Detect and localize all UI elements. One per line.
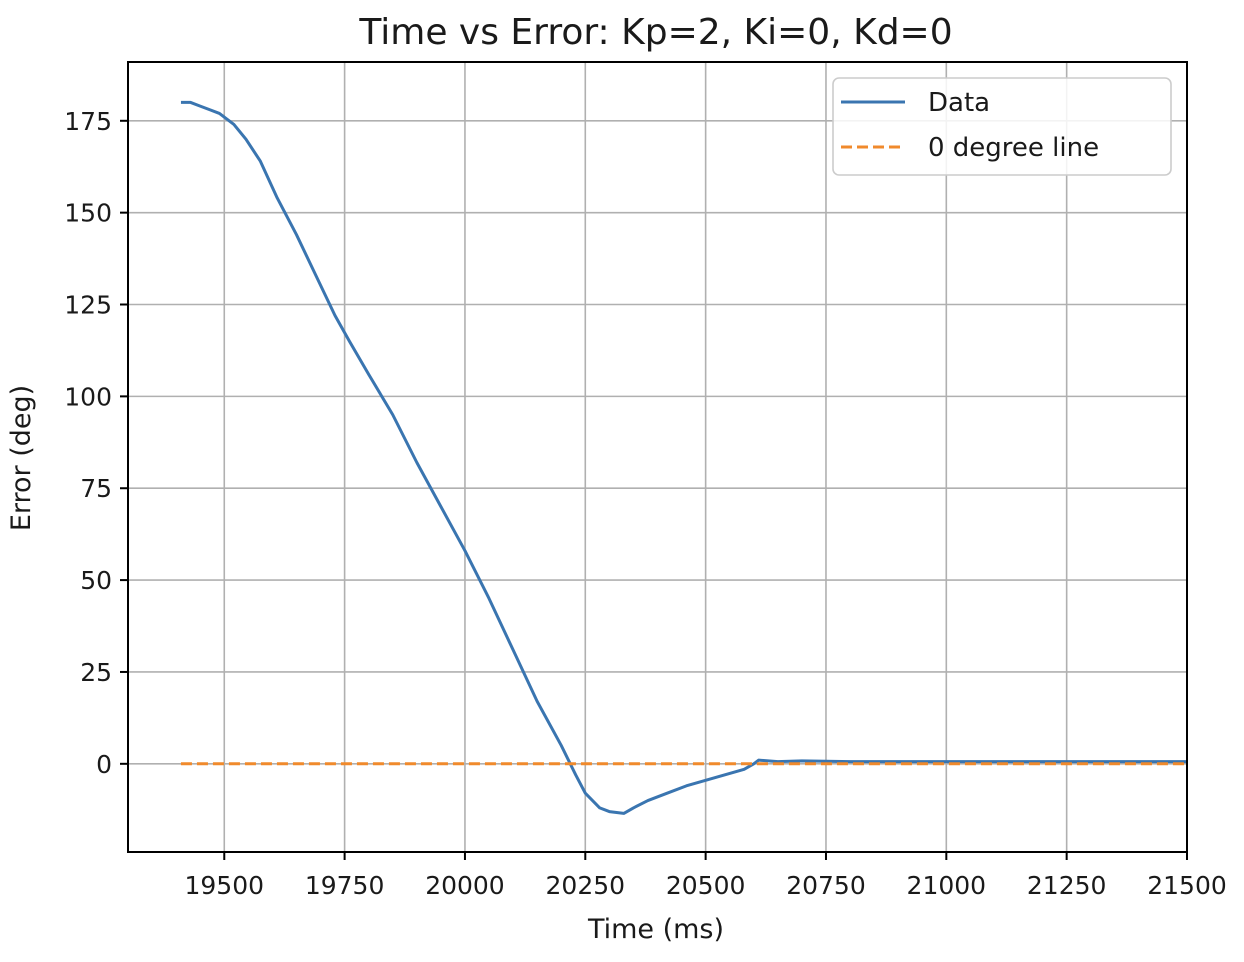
series-line-data: [180, 100, 1187, 815]
y-tick-label: 150: [64, 199, 112, 228]
x-axis-label: Time (ms): [587, 914, 724, 945]
x-tick-label: 21500: [1147, 871, 1227, 900]
y-tick-label: 175: [64, 107, 112, 136]
plot-frame: [127, 61, 1188, 853]
y-tick-label: 100: [64, 382, 112, 411]
x-tick-label: 19750: [305, 871, 385, 900]
x-tick-label: 20000: [425, 871, 505, 900]
y-tick-label: 50: [80, 566, 112, 595]
y-tick-label: 125: [64, 291, 112, 320]
y-tick-label: 75: [80, 474, 112, 503]
grid: [128, 62, 1188, 852]
x-tick-label: 21000: [907, 871, 987, 900]
series-layer: [180, 100, 1187, 815]
legend: Data 0 degree line: [832, 77, 1172, 176]
x-tick-label: 21250: [1027, 871, 1107, 900]
y-tick-label: 0: [96, 750, 112, 779]
legend-box: [832, 77, 1172, 176]
legend-label-data: Data: [928, 88, 990, 118]
x-tick-label: 20250: [546, 871, 626, 900]
y-axis-label: Error (deg): [6, 385, 37, 531]
y-tick-label: 25: [80, 658, 112, 687]
x-tick-label: 20750: [786, 871, 866, 900]
legend-label-zero-line: 0 degree line: [928, 133, 1099, 163]
x-tick-label: 20500: [666, 871, 746, 900]
chart-title: Time vs Error: Kp=2, Ki=0, Kd=0: [358, 12, 952, 53]
x-tick-label: 19500: [185, 871, 265, 900]
axis-ticks: 19500 19750 20000 20250 20500 20750 21000 21250…: [64, 107, 1226, 900]
